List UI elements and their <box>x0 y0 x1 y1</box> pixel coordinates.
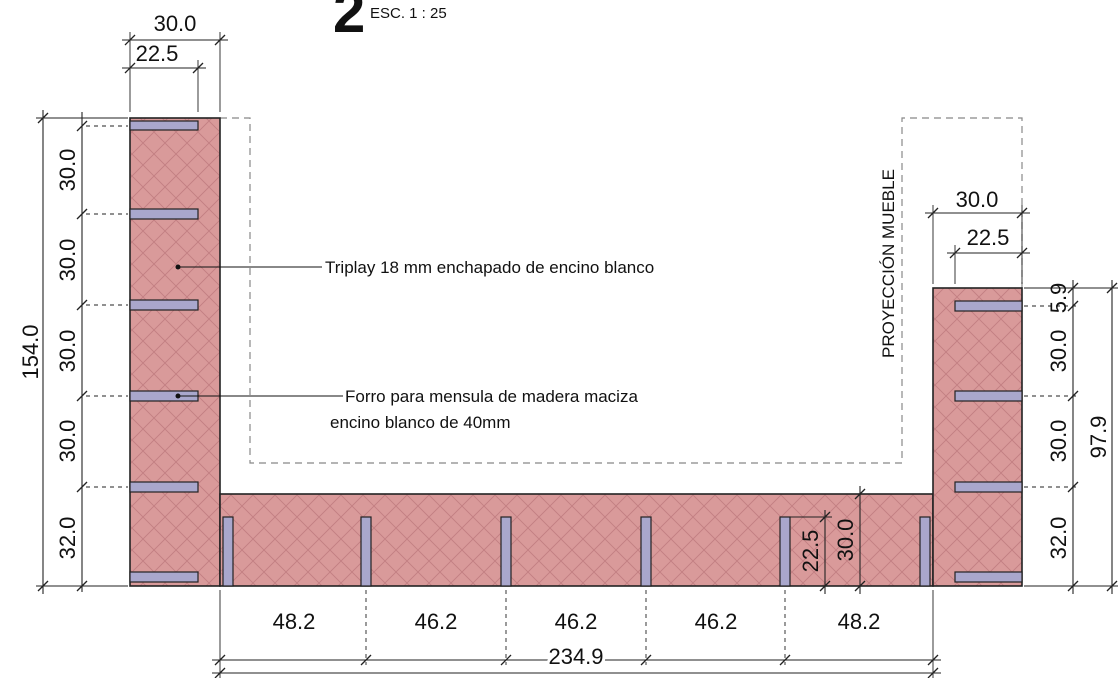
plywood-note: Triplay 18 mm enchapado de encino blanco <box>325 258 654 277</box>
cleat <box>129 120 199 131</box>
drawing-scale: ESC. 1 : 25 <box>370 5 447 22</box>
projection-label: PROYECCIÓN MUEBLE <box>879 169 898 358</box>
right-panel-width: 30.0 <box>956 187 999 212</box>
bottom-total: 234.9 <box>548 644 603 669</box>
bottom-segment-1: 48.2 <box>273 609 316 634</box>
right-total-height: 97.9 <box>1086 416 1111 459</box>
cleat <box>779 516 791 587</box>
right-vertical-dimensions: 5.9 30.0 30.0 32.0 97.9 <box>1024 280 1118 594</box>
left-spacing-1: 30.0 <box>55 149 80 192</box>
cleat <box>129 571 199 583</box>
cleat <box>954 390 1023 402</box>
cleat <box>919 516 931 587</box>
cleat <box>129 299 199 311</box>
base-panel <box>219 493 934 587</box>
base-cleats <box>222 516 931 587</box>
right-side-panel <box>932 287 1023 587</box>
left-spacing-3: 30.0 <box>55 330 80 373</box>
cleat <box>954 571 1023 583</box>
left-side-panel <box>129 117 221 587</box>
left-spacing-5: 32.0 <box>55 517 80 560</box>
base-vertical-dimensions: 22.5 30.0 <box>790 486 866 594</box>
bracket-note-line1: Forro para mensula de madera maciza <box>345 387 638 406</box>
bracket-note-line2: encino blanco de 40mm <box>330 413 511 432</box>
left-total-height: 154.0 <box>18 324 43 379</box>
bottom-segment-5: 48.2 <box>838 609 881 634</box>
left-vertical-dimensions: 154.0 30.0 30.0 30.0 30.0 32.0 <box>18 110 128 594</box>
base-height: 30.0 <box>833 519 858 562</box>
right-top-offset: 5.9 <box>1046 283 1071 314</box>
left-top-dimensions: 30.0 22.5 <box>122 11 228 112</box>
cleat <box>129 208 199 220</box>
right-spacing-3: 32.0 <box>1046 517 1071 560</box>
bottom-segment-2: 46.2 <box>415 609 458 634</box>
bottom-dimensions: 48.2 46.2 46.2 46.2 48.2 234.9 <box>212 590 941 678</box>
plywood-callout: Triplay 18 mm enchapado de encino blanco <box>175 258 654 277</box>
base-cleat-length: 22.5 <box>798 530 823 573</box>
bottom-segment-3: 46.2 <box>555 609 598 634</box>
right-cleat-length: 22.5 <box>967 225 1010 250</box>
right-cleats <box>954 300 1023 583</box>
cleat <box>360 516 372 587</box>
cleat <box>640 516 652 587</box>
right-spacing-2: 30.0 <box>1046 420 1071 463</box>
right-spacing-1: 30.0 <box>1046 330 1071 373</box>
left-spacing-2: 30.0 <box>55 239 80 282</box>
cleat <box>222 516 234 587</box>
bracket-callout: Forro para mensula de madera maciza enci… <box>175 387 638 432</box>
cleat <box>500 516 512 587</box>
furniture-projection-outline <box>220 117 1023 464</box>
cleat <box>129 481 199 493</box>
cleat <box>954 300 1023 312</box>
left-panel-width: 30.0 <box>154 11 197 36</box>
cleat <box>954 481 1023 493</box>
drawing-title: 2 ESC. 1 : 25 <box>333 0 447 45</box>
left-spacing-4: 30.0 <box>55 420 80 463</box>
left-cleat-length: 22.5 <box>136 41 179 66</box>
drawing-number: 2 <box>333 0 365 45</box>
left-cleats <box>129 120 199 583</box>
bottom-segment-4: 46.2 <box>695 609 738 634</box>
right-top-dimensions: 30.0 22.5 <box>925 187 1030 284</box>
